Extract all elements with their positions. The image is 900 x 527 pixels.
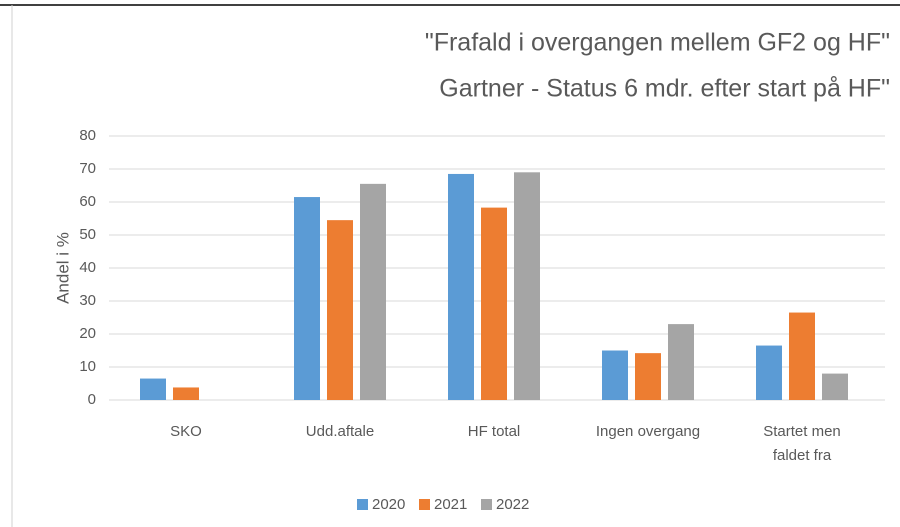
- bar: [514, 172, 540, 400]
- y-axis-label: Andel i %: [53, 232, 72, 304]
- bar: [173, 387, 199, 400]
- y-tick-label: 60: [79, 193, 96, 210]
- chart-title: Gartner - Status 6 mdr. efter start på H…: [439, 75, 890, 103]
- x-tick-label: Startet men faldet fra: [763, 423, 841, 464]
- legend-swatch: [419, 499, 430, 510]
- legend-swatch: [357, 499, 368, 510]
- x-tick-label: HF total: [468, 423, 521, 440]
- x-tick-label: Ingen overgang: [596, 423, 700, 440]
- y-tick-label: 10: [79, 358, 96, 375]
- y-tick-label: 0: [88, 391, 96, 408]
- legend-label: 2020: [372, 496, 405, 513]
- y-tick-label: 70: [79, 160, 96, 177]
- bar: [756, 345, 782, 400]
- bar: [789, 312, 815, 400]
- bar: [668, 324, 694, 400]
- x-tick-label: SKO: [170, 423, 202, 440]
- y-tick-label: 30: [79, 292, 96, 309]
- y-tick-label: 80: [79, 127, 96, 144]
- bar: [294, 197, 320, 400]
- bar: [360, 183, 386, 400]
- y-tick-label: 40: [79, 259, 96, 276]
- bar: [481, 207, 507, 400]
- x-tick-label: Udd.aftale: [306, 423, 374, 440]
- bar: [822, 373, 848, 400]
- y-tick-label: 20: [79, 325, 96, 342]
- bar: [448, 173, 474, 400]
- bar: [327, 220, 353, 400]
- legend-swatch: [481, 499, 492, 510]
- bar: [635, 353, 661, 400]
- legend-label: 2022: [496, 496, 529, 513]
- bar: [602, 350, 628, 400]
- y-tick-label: 50: [79, 226, 96, 243]
- bar: [140, 378, 166, 400]
- legend-label: 2021: [434, 496, 467, 513]
- chart-title: "Frafald i overgangen mellem GF2 og HF": [425, 29, 890, 57]
